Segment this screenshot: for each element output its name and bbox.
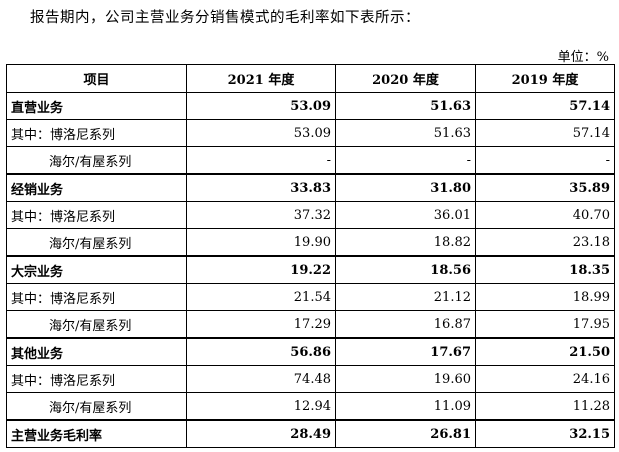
- value-2019: 23.18: [475, 228, 615, 257]
- value-2021: 53.09: [186, 119, 336, 147]
- value-2021: 12.94: [186, 392, 336, 421]
- row-label: 海尔/有屋系列: [6, 310, 187, 339]
- value-2020: 36.01: [335, 201, 476, 229]
- header-2019: 2019 年度: [475, 64, 615, 93]
- value-2020: 26.81: [335, 419, 476, 448]
- row-label: 海尔/有屋系列: [6, 228, 187, 257]
- value-2020: 18.56: [335, 255, 476, 284]
- value-2021: 37.32: [186, 201, 336, 229]
- value-2020: 21.12: [335, 283, 476, 311]
- table-row: 其中：博洛尼系列 37.32 36.01 40.70: [6, 201, 615, 229]
- value-2019: 18.99: [475, 283, 615, 311]
- value-2019: 24.16: [475, 365, 615, 393]
- value-2021: 56.86: [186, 337, 336, 366]
- value-2021: 28.49: [186, 419, 336, 448]
- row-label: 大宗业务: [6, 255, 187, 284]
- value-2019: 40.70: [475, 201, 615, 229]
- unit-label: 单位：%: [557, 50, 609, 65]
- value-2019: 11.28: [475, 392, 615, 421]
- table-row: 其中：博洛尼系列 21.54 21.12 18.99: [6, 283, 615, 311]
- value-2020: 31.80: [335, 173, 476, 202]
- table-row: 海尔/有屋系列 19.90 18.82 23.18: [6, 228, 615, 257]
- table-row: 其中：博洛尼系列 53.09 51.63 57.14: [6, 119, 615, 147]
- value-2021: 17.29: [186, 310, 336, 339]
- value-2019: 57.14: [475, 92, 615, 120]
- table-row: 大宗业务 19.22 18.56 18.35: [6, 255, 615, 284]
- intro-text: 报告期内，公司主营业务分销售模式的毛利率如下表所示：: [30, 10, 420, 26]
- row-label: 其中：博洛尼系列: [6, 119, 187, 147]
- row-label: 其他业务: [6, 337, 187, 366]
- table-row: 主营业务毛利率 28.49 26.81 32.15: [6, 419, 615, 448]
- value-2020: -: [335, 146, 476, 175]
- row-label: 海尔/有屋系列: [6, 146, 187, 175]
- value-2021: 21.54: [186, 283, 336, 311]
- gross-margin-table: 项目 2021 年度 2020 年度 2019 年度 直营业务 53.09 51.6…: [6, 64, 615, 448]
- value-2020: 11.09: [335, 392, 476, 421]
- value-2020: 17.67: [335, 337, 476, 366]
- row-label: 海尔/有屋系列: [6, 392, 187, 421]
- value-2019: 32.15: [475, 419, 615, 448]
- table-row: 经销业务 33.83 31.80 35.89: [6, 173, 615, 202]
- table-row: 海尔/有屋系列 - - -: [6, 146, 615, 175]
- table-row: 海尔/有屋系列 12.94 11.09 11.28: [6, 392, 615, 421]
- table-row: 其中：博洛尼系列 74.48 19.60 24.16: [6, 365, 615, 393]
- value-2019: -: [475, 146, 615, 175]
- value-2020: 16.87: [335, 310, 476, 339]
- header-item: 项目: [6, 64, 187, 93]
- value-2021: 53.09: [186, 92, 336, 120]
- row-label: 主营业务毛利率: [6, 419, 187, 448]
- table-header-row: 项目 2021 年度 2020 年度 2019 年度: [6, 64, 615, 93]
- row-label: 其中：博洛尼系列: [6, 283, 187, 311]
- row-label: 其中：博洛尼系列: [6, 365, 187, 393]
- value-2021: -: [186, 146, 336, 175]
- header-2020: 2020 年度: [335, 64, 476, 93]
- value-2021: 19.90: [186, 228, 336, 257]
- value-2019: 21.50: [475, 337, 615, 366]
- value-2020: 51.63: [335, 92, 476, 120]
- table-body: 直营业务 53.09 51.63 57.14 其中：博洛尼系列 53.09 51.63 57.…: [6, 92, 615, 448]
- table-row: 海尔/有屋系列 17.29 16.87 17.95: [6, 310, 615, 339]
- table-row: 直营业务 53.09 51.63 57.14: [6, 92, 615, 120]
- row-label: 其中：博洛尼系列: [6, 201, 187, 229]
- value-2019: 18.35: [475, 255, 615, 284]
- row-label: 直营业务: [6, 92, 187, 120]
- value-2021: 19.22: [186, 255, 336, 284]
- table-row: 其他业务 56.86 17.67 21.50: [6, 337, 615, 366]
- value-2020: 51.63: [335, 119, 476, 147]
- value-2021: 74.48: [186, 365, 336, 393]
- value-2019: 17.95: [475, 310, 615, 339]
- value-2020: 19.60: [335, 365, 476, 393]
- row-label: 经销业务: [6, 173, 187, 202]
- value-2021: 33.83: [186, 173, 336, 202]
- value-2019: 57.14: [475, 119, 615, 147]
- value-2019: 35.89: [475, 173, 615, 202]
- header-2021: 2021 年度: [186, 64, 336, 93]
- value-2020: 18.82: [335, 228, 476, 257]
